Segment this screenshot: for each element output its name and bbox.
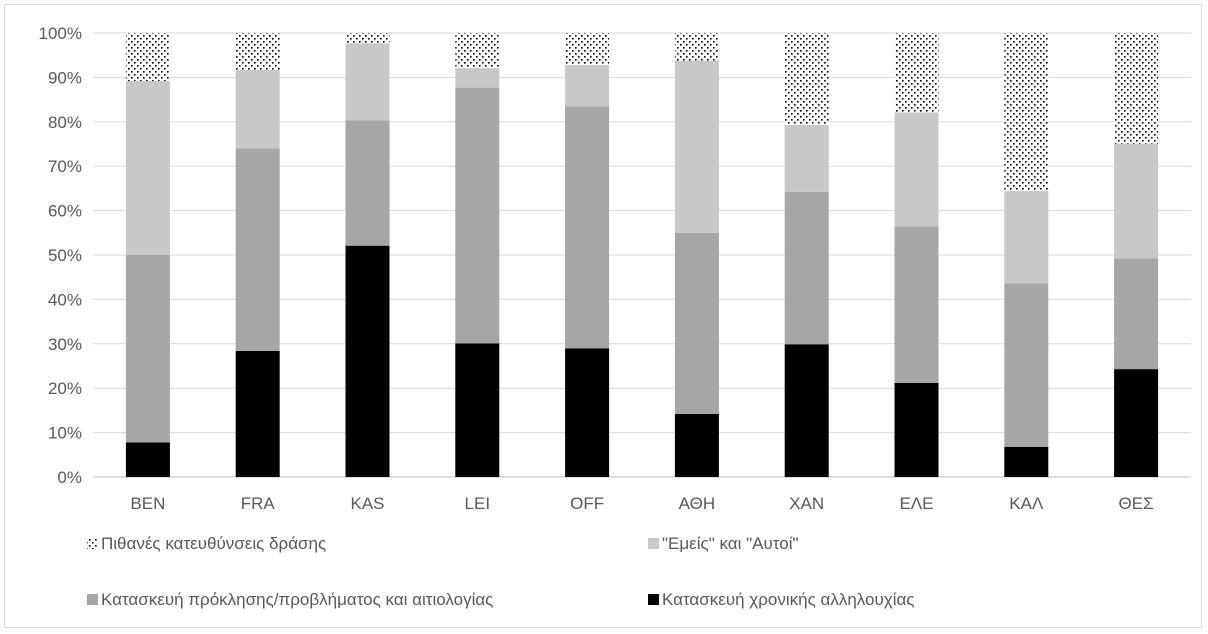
y-tick-label: 60% <box>48 202 82 221</box>
bar-segment-ΕΛΕ-series-3 <box>894 33 939 113</box>
bar-segment-FRA-series-3 <box>235 33 280 70</box>
bar-segment-KAS-series-2 <box>345 43 390 121</box>
bar-segment-ΘΕΣ-series-3 <box>1114 33 1159 144</box>
bar-segment-BEN-series-2 <box>125 80 170 256</box>
bar-segment-FRA-series-0 <box>235 350 280 477</box>
bar-segment-OFF-series-3 <box>565 33 610 65</box>
bar-segment-ΑΘΗ-series-0 <box>674 413 719 477</box>
bar-segment-ΚΑΛ-series-1 <box>1004 283 1049 447</box>
stacked-bar-chart: 0% 10% 20% 30% 40% 50% 60% 70% 80% 90% 100% BEN FRA… <box>39 24 1191 609</box>
bar-segment-ΑΘΗ-series-3 <box>674 33 719 61</box>
bar-segment-ΧΑΝ-series-2 <box>784 124 829 192</box>
bar-segment-FRA-series-1 <box>235 148 280 351</box>
legend-label: Κατασκευή πρόκλησης/προβλήματος και αιτι… <box>101 590 493 609</box>
y-axis: 0% 10% 20% 30% 40% 50% 60% 70% 80% 90% 100% <box>39 24 82 487</box>
bar-segment-KAS-series-3 <box>345 33 390 44</box>
bar-segment-OFF-series-1 <box>565 106 610 349</box>
legend: Πιθανές κατευθύνσεις δράσης "Εμείς" και "… <box>87 534 915 609</box>
bar-segment-ΧΑΝ-series-3 <box>784 33 829 125</box>
bar-segment-FRA-series-2 <box>235 69 280 149</box>
bar-segment-ΘΕΣ-series-2 <box>1114 143 1159 259</box>
bar-segment-ΚΑΛ-series-3 <box>1004 33 1049 192</box>
y-tick-label: 50% <box>48 246 82 265</box>
x-tick-label: FRA <box>241 494 276 513</box>
bar-segment-LEI-series-0 <box>455 343 500 477</box>
y-tick-label: 40% <box>48 290 82 309</box>
bar-segment-ΑΘΗ-series-2 <box>674 60 719 233</box>
bar-segment-ΘΕΣ-series-0 <box>1114 369 1159 477</box>
legend-swatch <box>87 594 98 605</box>
legend-swatch <box>648 538 659 549</box>
legend-swatch <box>648 594 659 605</box>
bar-segment-ΧΑΝ-series-1 <box>784 191 829 345</box>
y-tick-label: 30% <box>48 335 82 354</box>
bar-segment-LEI-series-1 <box>455 87 500 344</box>
bar-segment-ΚΑΛ-series-2 <box>1004 191 1049 284</box>
x-tick-label: OFF <box>570 494 604 513</box>
legend-label: Πιθανές κατευθύνσεις δράσης <box>101 534 326 553</box>
y-tick-label: 70% <box>48 157 82 176</box>
x-tick-label: KAS <box>350 494 384 513</box>
bar-segment-LEI-series-2 <box>455 68 500 88</box>
bar-segment-ΕΛΕ-series-2 <box>894 112 939 227</box>
bar-segment-KAS-series-1 <box>345 120 390 246</box>
bar-segment-ΘΕΣ-series-1 <box>1114 258 1159 370</box>
x-tick-label: BEN <box>130 494 165 513</box>
x-tick-label: ΚΑΛ <box>1009 494 1044 513</box>
bar-segment-ΑΘΗ-series-1 <box>674 232 719 414</box>
x-axis: BEN FRA KAS LEI OFF ΑΘΗ ΧΑΝ ΕΛΕ ΚΑΛ ΘΕΣ <box>130 494 1153 513</box>
legend-swatch <box>87 538 98 549</box>
y-tick-label: 10% <box>48 424 82 443</box>
x-tick-label: ΑΘΗ <box>679 494 715 513</box>
legend-label: "Εμείς" και "Αυτοί" <box>662 534 799 553</box>
y-tick-label: 90% <box>48 68 82 87</box>
x-tick-label: ΘΕΣ <box>1119 494 1154 513</box>
bar-segment-BEN-series-3 <box>125 33 170 81</box>
chart-frame: 0% 10% 20% 30% 40% 50% 60% 70% 80% 90% 100% BEN FRA… <box>4 4 1202 628</box>
x-tick-label: ΧΑΝ <box>789 494 824 513</box>
y-tick-label: 100% <box>39 24 82 43</box>
y-tick-label: 80% <box>48 113 82 132</box>
y-tick-label: 20% <box>48 379 82 398</box>
bar-segment-BEN-series-1 <box>125 255 170 443</box>
bar-segment-LEI-series-3 <box>455 33 500 69</box>
legend-label: Κατασκευή χρονικής αλληλουχίας <box>662 590 915 609</box>
x-tick-label: ΕΛΕ <box>899 494 933 513</box>
bar-segment-ΧΑΝ-series-0 <box>784 344 829 477</box>
bar-segment-KAS-series-0 <box>345 245 390 477</box>
y-tick-label: 0% <box>57 468 82 487</box>
bar-segment-OFF-series-2 <box>565 64 610 107</box>
bars <box>125 33 1159 477</box>
x-tick-label: LEI <box>465 494 491 513</box>
bar-segment-BEN-series-0 <box>125 442 170 477</box>
bar-segment-OFF-series-0 <box>565 348 610 477</box>
bar-segment-ΚΑΛ-series-0 <box>1004 446 1049 477</box>
bar-segment-ΕΛΕ-series-0 <box>894 382 939 477</box>
bar-segment-ΕΛΕ-series-1 <box>894 226 939 383</box>
